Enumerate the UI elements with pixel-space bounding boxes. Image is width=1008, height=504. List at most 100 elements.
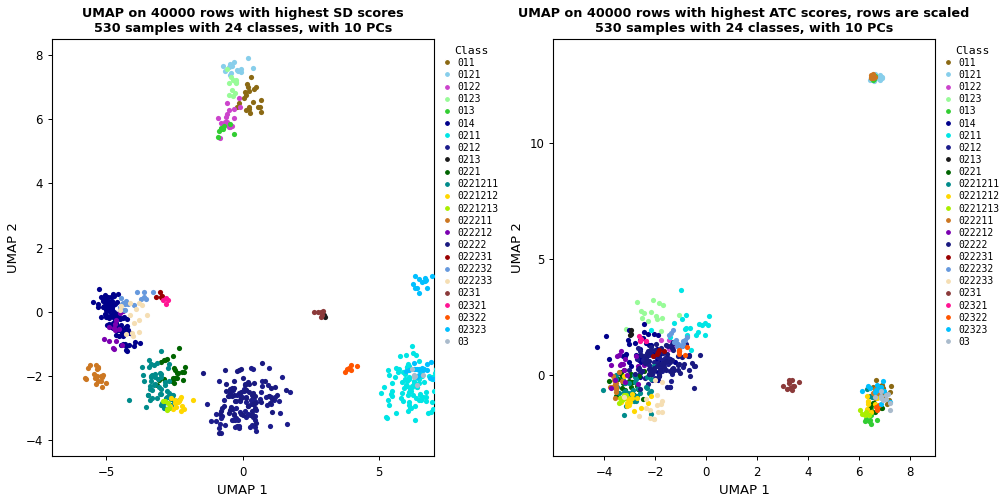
Point	[240, 403, 256, 411]
Point	[661, 383, 677, 391]
Point	[652, 350, 668, 358]
Point	[389, 368, 405, 376]
Point	[210, 133, 226, 141]
Point	[640, 317, 656, 325]
Point	[868, 375, 884, 384]
Point	[160, 296, 176, 304]
Point	[387, 373, 403, 381]
Point	[686, 362, 703, 370]
Point	[252, 103, 268, 111]
Point	[136, 377, 152, 385]
Point	[236, 385, 252, 393]
Point	[151, 368, 167, 376]
Point	[621, 372, 637, 380]
Point	[649, 361, 665, 369]
Point	[865, 71, 881, 79]
Point	[263, 395, 279, 403]
Point	[652, 365, 668, 373]
Point	[247, 404, 263, 412]
Point	[867, 73, 883, 81]
Point	[238, 386, 254, 394]
Point	[218, 119, 234, 127]
Legend: 011, 0121, 0122, 0123, 013, 014, 0211, 0212, 0213, 0221, 0221211, 0221212, 02212: 011, 0121, 0122, 0123, 013, 014, 0211, 0…	[943, 44, 1001, 349]
Point	[640, 380, 656, 388]
Point	[607, 394, 623, 402]
Point	[426, 372, 443, 380]
Point	[612, 394, 628, 402]
Point	[790, 378, 806, 386]
Point	[668, 336, 684, 344]
Point	[617, 379, 633, 387]
Point	[261, 399, 277, 407]
Point	[636, 328, 652, 336]
Point	[633, 353, 649, 361]
Point	[153, 385, 169, 393]
Point	[863, 419, 879, 427]
Point	[616, 372, 632, 380]
Point	[226, 385, 242, 393]
Point	[107, 299, 123, 307]
Point	[645, 366, 661, 374]
Point	[678, 340, 695, 348]
Point	[153, 401, 169, 409]
Point	[691, 351, 708, 359]
Point	[666, 366, 682, 374]
Point	[679, 331, 696, 339]
Point	[782, 384, 798, 392]
Point	[617, 386, 633, 394]
Point	[627, 377, 643, 386]
Point	[411, 289, 427, 297]
Point	[624, 378, 640, 386]
Point	[254, 383, 270, 391]
Point	[614, 396, 630, 404]
Point	[235, 411, 251, 419]
Point	[248, 419, 264, 427]
Point	[653, 400, 669, 408]
Point	[867, 389, 883, 397]
Point	[882, 388, 898, 396]
Point	[214, 404, 230, 412]
Point	[380, 396, 396, 404]
Point	[660, 342, 676, 350]
Point	[865, 389, 881, 397]
Point	[90, 364, 106, 372]
Point	[98, 293, 114, 301]
Point	[642, 308, 658, 316]
Point	[153, 373, 169, 381]
Point	[785, 382, 801, 390]
Point	[646, 364, 662, 372]
Point	[167, 403, 183, 411]
Point	[410, 396, 426, 404]
Point	[233, 410, 249, 418]
Point	[211, 377, 227, 385]
Point	[883, 382, 899, 390]
Point	[111, 326, 127, 334]
Point	[117, 324, 133, 332]
Point	[120, 300, 136, 308]
Point	[666, 358, 682, 366]
Point	[158, 406, 174, 414]
Point	[626, 407, 642, 415]
Point	[112, 308, 128, 316]
Point	[271, 409, 287, 417]
Point	[239, 80, 255, 88]
Point	[413, 370, 429, 378]
Point	[103, 293, 119, 301]
Point	[237, 407, 253, 415]
Point	[646, 361, 662, 369]
Point	[869, 389, 885, 397]
Point	[618, 391, 634, 399]
Point	[616, 393, 632, 401]
Point	[631, 364, 647, 372]
Point	[863, 72, 879, 80]
Point	[424, 373, 440, 382]
Point	[152, 370, 168, 378]
Point	[257, 394, 273, 402]
Point	[144, 394, 160, 402]
Point	[623, 326, 639, 334]
Point	[236, 387, 252, 395]
Point	[231, 421, 247, 429]
Point	[603, 361, 619, 369]
Point	[404, 383, 420, 391]
Point	[854, 387, 870, 395]
